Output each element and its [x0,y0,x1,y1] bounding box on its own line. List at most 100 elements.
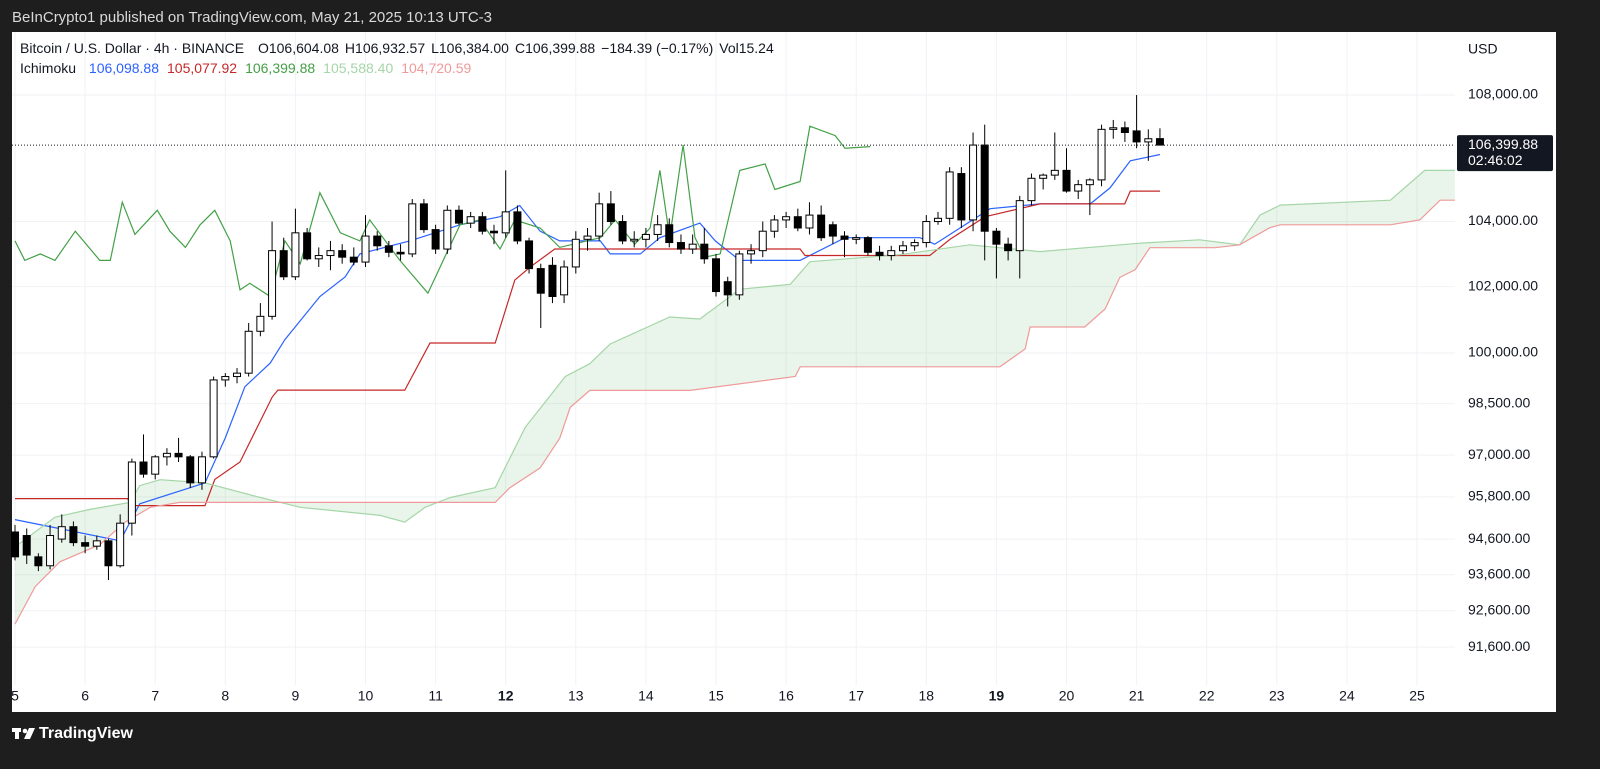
indicator-legend: Ichimoku 106,098.88 105,077.92 106,399.88 1… [20,60,472,76]
candle-body [174,452,183,458]
x-tick-label: 24 [1339,688,1355,704]
candle-body [1004,243,1013,252]
x-tick-label: 9 [292,688,300,704]
logo-slash [24,728,35,739]
candle-body [817,214,826,239]
candle-body [419,203,428,231]
ohlc-value: L106,384.00 [431,40,509,56]
candles [11,95,1164,581]
candle-body [408,203,417,255]
candle-body [361,235,370,263]
candle-body [513,211,522,242]
candle-body [595,203,604,237]
candle-body [338,250,347,258]
candle-body [490,230,499,234]
candle-body [104,540,113,567]
candle-body [770,219,779,232]
candle-body [186,456,195,484]
candle-body [1120,127,1129,133]
candle-body [69,526,78,544]
candle-body [1132,130,1141,143]
y-tick-label: 98,500.00 [1468,394,1530,410]
x-tick-label: 12 [498,688,514,704]
attribution: BeInCrypto1 published on TradingView.com… [12,9,492,26]
y-tick-label: 104,000.00 [1468,212,1538,228]
candle-body [466,216,475,224]
candle-body [396,251,405,255]
y-tick-label: 95,800.00 [1468,488,1530,504]
candle-body [1109,127,1118,130]
x-tick-label: 25 [1409,688,1425,704]
grid [12,32,1455,685]
ohlc-value: O106,604.08 [258,40,339,56]
candle-body [303,232,312,260]
candle-body [840,235,849,240]
ohlc-value: −184.39 (−0.17%) [601,40,713,56]
candle-body [279,250,288,278]
y-tick-label: 92,600.00 [1468,601,1530,617]
candle-body [735,253,744,296]
y-tick-label: 97,000.00 [1468,446,1530,462]
candle-body [782,216,791,221]
candle-body [1027,177,1036,202]
candle-body [712,258,721,293]
candle-body [314,255,323,260]
candle-body [887,250,896,257]
candle-body [723,281,732,296]
ohlc-value: Vol15.24 [719,40,774,56]
candle-body [969,144,978,221]
y-tick-label: 93,600.00 [1468,565,1530,581]
candle-body [11,531,20,558]
candle-body [151,456,160,475]
cloud-area [15,170,1455,625]
x-tick-label: 23 [1269,688,1285,704]
candle-body [209,379,218,458]
candle-body [898,245,907,252]
candle-body [525,240,534,270]
candle-body [197,456,206,484]
indicator-value: 106,098.88 [89,60,159,76]
candle-body [1039,174,1048,179]
candle-body [934,217,943,223]
candle-body [1015,200,1024,252]
candle-body [291,232,300,278]
indicator-line [14,169,1455,548]
candle-body [1062,169,1071,192]
symbol-legend: Bitcoin / U.S. Dollar · 4h · BINANCE O10… [20,40,774,56]
candle-body [373,235,382,247]
candle-body [384,245,393,253]
candle-body [922,221,931,244]
brand: TradingView [39,725,134,742]
candle-body [162,452,171,458]
y-tick-label: 94,600.00 [1468,530,1530,546]
candle-body [233,372,242,378]
candle-body [676,242,685,250]
y-tick-label: 91,600.00 [1468,638,1530,654]
logo-dot [22,728,28,734]
candle-body [256,315,265,332]
indicator-name: Ichimoku [20,60,76,76]
candle-body [127,461,136,524]
indicator-line [14,199,1455,625]
symbol: Bitcoin / U.S. Dollar · 4h · BINANCE [20,40,244,56]
candle-body [92,540,101,547]
indicator-lines [14,125,1455,625]
candle-body [945,171,954,219]
candle-body [583,235,592,240]
ohlc-value: H106,932.57 [345,40,425,56]
candle-body [244,330,253,374]
x-tick-label: 16 [778,688,794,704]
currency[interactable]: USD [1468,41,1498,57]
ohlc-value: C106,399.88 [515,40,595,56]
x-tick-label: 18 [919,688,935,704]
candle-body [957,173,966,221]
candle-body [630,238,639,242]
candle-body [1050,169,1059,176]
candle-body [536,268,545,294]
candle-body [641,233,650,240]
candle-body [571,238,580,268]
candle-body [606,203,615,223]
x-tick-label: 8 [221,688,229,704]
indicator-value: 106,399.88 [245,60,315,76]
x-tick-label: 14 [638,688,654,704]
